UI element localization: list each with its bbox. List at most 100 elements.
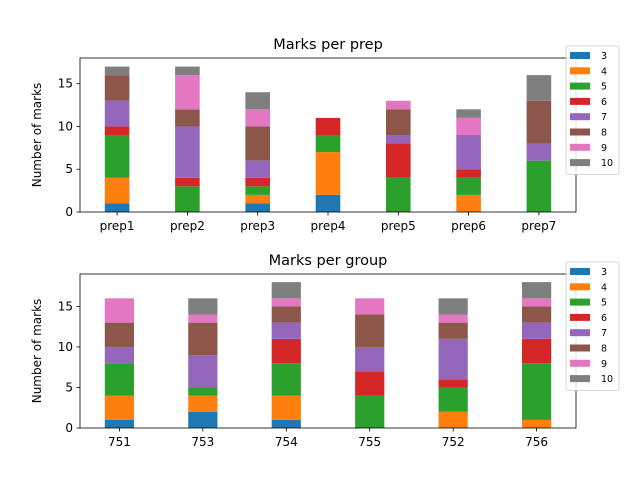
- bar-prep3-mark-7: [245, 160, 270, 178]
- y-tick-label: 0: [65, 421, 73, 435]
- legend-swatch-9: [570, 143, 590, 151]
- bar-754-mark-8: [271, 306, 301, 323]
- bar-prep5-mark-9: [386, 100, 411, 110]
- bar-751-mark-4: [104, 395, 134, 420]
- legend-label-4: 4: [601, 66, 607, 77]
- bar-754-mark-7: [271, 322, 301, 339]
- bar-753-mark-5: [188, 387, 218, 396]
- legend-swatch-6: [570, 97, 590, 105]
- legend-swatch-10: [570, 159, 590, 167]
- bar-753-mark-9: [188, 314, 218, 323]
- bar-751-mark-3: [104, 419, 134, 428]
- bar-751-mark-7: [104, 346, 134, 364]
- legend-frame: [565, 45, 620, 175]
- legend-swatch-3: [570, 268, 590, 275]
- bar-756-mark-6: [522, 338, 552, 364]
- bar-754-mark-4: [271, 395, 301, 420]
- y-axis-label: Number of marks: [30, 299, 44, 404]
- bar-prep1-mark-3: [104, 203, 130, 212]
- legend-label-8: 8: [601, 344, 607, 355]
- bar-prep4-mark-4: [315, 152, 341, 195]
- y-tick-label: 5: [65, 380, 73, 394]
- legend-swatch-7: [570, 329, 590, 337]
- legend-swatch-6: [570, 313, 590, 321]
- bar-prep2-mark-6: [175, 177, 200, 187]
- legend-swatch-4: [570, 67, 590, 75]
- bar-751-mark-5: [104, 363, 134, 396]
- bar-755-mark-9: [355, 298, 385, 315]
- bar-753-mark-8: [188, 322, 218, 356]
- legend-label-10: 10: [601, 374, 613, 385]
- legend: 3 4 5 6 7 8 9 10: [565, 45, 620, 175]
- bar-prep1-mark-8: [104, 75, 130, 101]
- bar-753-mark-10: [188, 298, 218, 315]
- bar-756-mark-5: [522, 363, 552, 420]
- bar-prep3-mark-6: [245, 177, 270, 187]
- chart-title: Marks per group: [269, 253, 388, 269]
- bar-752-mark-6: [438, 379, 468, 388]
- y-tick-label: 10: [58, 340, 73, 354]
- bar-prep3-mark-5: [245, 186, 270, 195]
- x-tick-label-755: 755: [358, 435, 381, 449]
- bar-752-mark-8: [438, 322, 468, 339]
- x-tick-label-prep5: prep5: [381, 219, 416, 233]
- legend-swatch-5: [570, 298, 590, 306]
- bar-prep1-mark-5: [104, 135, 130, 178]
- bar-prep4-mark-3: [315, 194, 341, 212]
- bar-754-mark-5: [271, 363, 301, 396]
- legend-label-3: 3: [601, 267, 607, 278]
- bar-756-mark-8: [522, 306, 552, 323]
- bar-752-mark-4: [438, 411, 468, 428]
- chart-title: Marks per prep: [273, 37, 383, 53]
- bar-prep7-mark-7: [526, 143, 552, 161]
- legend-swatch-9: [570, 359, 590, 367]
- bar-754-mark-3: [271, 419, 301, 428]
- x-tick-label-prep7: prep7: [521, 219, 556, 233]
- y-tick-label: 5: [65, 162, 73, 176]
- legend-swatch-5: [570, 82, 590, 90]
- legend-label-7: 7: [601, 328, 607, 339]
- legend-label-5: 5: [601, 298, 607, 309]
- legend-label-6: 6: [601, 97, 607, 108]
- bar-prep3-mark-4: [245, 194, 270, 204]
- bar-prep2-mark-10: [175, 66, 200, 76]
- bar-prep1-mark-7: [104, 100, 130, 127]
- x-tick-label-756: 756: [525, 435, 548, 449]
- y-tick-label: 0: [65, 205, 73, 219]
- bar-prep2-mark-8: [175, 109, 200, 127]
- bar-prep6-mark-4: [456, 194, 481, 212]
- legend: 3 4 5 6 7 8 9 10: [565, 261, 620, 391]
- bar-756-mark-9: [522, 298, 552, 307]
- bar-prep7-mark-5: [526, 160, 552, 212]
- bar-753-mark-7: [188, 355, 218, 388]
- bar-751-mark-9: [104, 298, 134, 323]
- bar-prep4-mark-6: [315, 117, 341, 135]
- bar-prep1-mark-6: [104, 126, 130, 135]
- bar-prep3-mark-9: [245, 109, 270, 127]
- x-tick-label-prep6: prep6: [451, 219, 486, 233]
- legend-label-6: 6: [601, 313, 607, 324]
- x-tick-label-752: 752: [442, 435, 465, 449]
- bar-754-mark-10: [271, 282, 301, 299]
- bar-755-mark-6: [355, 371, 385, 396]
- legend-label-5: 5: [601, 82, 607, 93]
- legend-swatch-8: [570, 128, 590, 136]
- bar-754-mark-9: [271, 298, 301, 307]
- legend-label-4: 4: [601, 282, 607, 293]
- legend-label-9: 9: [601, 359, 607, 370]
- legend-label-7: 7: [601, 112, 607, 123]
- legend-label-10: 10: [601, 158, 613, 169]
- bar-prep3-mark-8: [245, 126, 270, 161]
- bar-prep7-mark-10: [526, 75, 552, 101]
- legend-swatch-10: [570, 375, 590, 383]
- bar-prep6-mark-5: [456, 177, 481, 195]
- bar-prep2-mark-9: [175, 75, 200, 110]
- bar-755-mark-8: [355, 314, 385, 347]
- bar-prep2-mark-5: [175, 186, 200, 212]
- bar-prep3-mark-3: [245, 203, 270, 212]
- bar-756-mark-4: [522, 419, 552, 428]
- bar-prep7-mark-8: [526, 100, 552, 144]
- bar-prep4-mark-5: [315, 135, 341, 153]
- bar-prep5-mark-8: [386, 109, 411, 135]
